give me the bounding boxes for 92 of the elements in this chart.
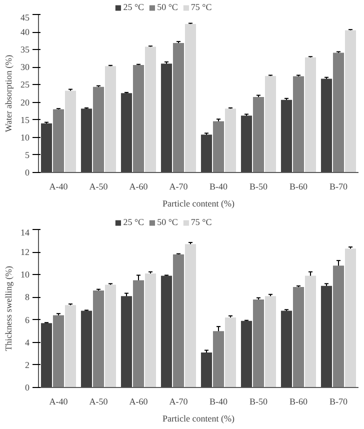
bar bbox=[144, 274, 156, 388]
y-tick-label: 0 bbox=[25, 382, 30, 392]
bar bbox=[252, 97, 264, 172]
bar bbox=[304, 276, 316, 388]
y-tick-label: 4 bbox=[25, 337, 30, 348]
bar bbox=[332, 266, 344, 388]
y-tick-label: 10 bbox=[20, 270, 30, 280]
x-tick-label: B-50 bbox=[250, 396, 268, 406]
bar bbox=[160, 64, 172, 172]
x-tick-label: A-60 bbox=[129, 396, 148, 406]
legend-label: 50 °C bbox=[157, 217, 178, 227]
x-axis-title: Particle content (%) bbox=[162, 198, 234, 208]
bar bbox=[52, 315, 64, 388]
x-tick-label: B-60 bbox=[290, 396, 308, 406]
bar bbox=[144, 46, 156, 172]
bar bbox=[132, 65, 144, 172]
y-tick-label: 10 bbox=[20, 132, 30, 142]
x-tick-label: A-50 bbox=[89, 396, 108, 406]
bar bbox=[104, 284, 116, 388]
y-tick-label: 40 bbox=[20, 27, 30, 38]
x-tick-label: B-70 bbox=[330, 182, 348, 192]
bar bbox=[92, 290, 104, 388]
x-tick-label: A-50 bbox=[89, 182, 108, 192]
x-tick-label: B-50 bbox=[250, 182, 268, 192]
bar bbox=[172, 254, 184, 388]
y-tick-label: 45 bbox=[20, 12, 30, 22]
y-axis-title: Water absorption (%) bbox=[4, 54, 14, 132]
bar bbox=[200, 352, 212, 388]
x-tick-label: A-70 bbox=[169, 396, 188, 406]
y-tick-label: 12 bbox=[20, 247, 30, 258]
bar bbox=[212, 121, 224, 172]
bar bbox=[344, 248, 356, 388]
legend-label: 25 °C bbox=[123, 217, 144, 227]
y-tick-label: 14 bbox=[20, 228, 30, 238]
bar bbox=[184, 24, 196, 172]
bar bbox=[64, 90, 76, 172]
x-tick-label: A-40 bbox=[49, 182, 68, 192]
legend-label: 50 °C bbox=[157, 2, 178, 12]
bar bbox=[92, 86, 104, 172]
bar bbox=[292, 76, 304, 172]
bar bbox=[40, 323, 52, 388]
bar bbox=[264, 76, 276, 172]
legend-label: 25 °C bbox=[123, 2, 144, 12]
bar bbox=[40, 123, 52, 172]
bar bbox=[120, 93, 132, 172]
y-tick-label: 15 bbox=[20, 114, 30, 125]
bar bbox=[280, 310, 292, 388]
bar bbox=[200, 134, 212, 172]
bar bbox=[332, 52, 344, 172]
bar bbox=[264, 296, 276, 388]
y-tick-label: 5 bbox=[25, 150, 30, 160]
x-tick-label: A-70 bbox=[169, 182, 188, 192]
x-tick-label: B-40 bbox=[210, 396, 228, 406]
bar bbox=[292, 287, 304, 388]
x-tick-label: A-60 bbox=[129, 182, 148, 192]
x-tick-label: B-70 bbox=[330, 396, 348, 406]
bar bbox=[132, 280, 144, 388]
bar bbox=[224, 318, 236, 388]
bar bbox=[160, 276, 172, 388]
bar bbox=[252, 299, 264, 388]
bar bbox=[240, 320, 252, 388]
bar bbox=[320, 78, 332, 172]
bar bbox=[52, 109, 64, 172]
y-tick-label: 0 bbox=[25, 168, 30, 178]
bar bbox=[344, 30, 356, 172]
y-tick-label: 35 bbox=[20, 44, 30, 55]
bar bbox=[184, 244, 196, 388]
bar bbox=[212, 331, 224, 388]
bar bbox=[80, 310, 92, 388]
x-tick-label: B-40 bbox=[210, 182, 228, 192]
bar bbox=[280, 100, 292, 172]
legend-label: 75 °C bbox=[190, 217, 212, 227]
bar bbox=[320, 286, 332, 388]
bar bbox=[172, 42, 184, 172]
bar bbox=[224, 108, 236, 172]
bar bbox=[64, 305, 76, 388]
y-tick-label: 30 bbox=[20, 62, 30, 72]
y-axis-title: Thickness swelling (%) bbox=[4, 266, 14, 351]
y-tick-label: 20 bbox=[20, 97, 30, 108]
bar bbox=[120, 296, 132, 388]
bar bbox=[80, 108, 92, 172]
legend-label: 75 °C bbox=[190, 2, 212, 12]
bar bbox=[304, 57, 316, 172]
bar bbox=[104, 66, 116, 172]
bar bbox=[240, 116, 252, 172]
y-tick-label: 6 bbox=[25, 314, 30, 325]
y-tick-label: 2 bbox=[25, 360, 30, 370]
y-tick-label: 25 bbox=[20, 80, 30, 90]
x-axis-title: Particle content (%) bbox=[162, 414, 234, 424]
x-tick-label: B-60 bbox=[290, 182, 308, 192]
y-tick-label: 8 bbox=[25, 292, 30, 302]
x-tick-label: A-40 bbox=[49, 396, 68, 406]
